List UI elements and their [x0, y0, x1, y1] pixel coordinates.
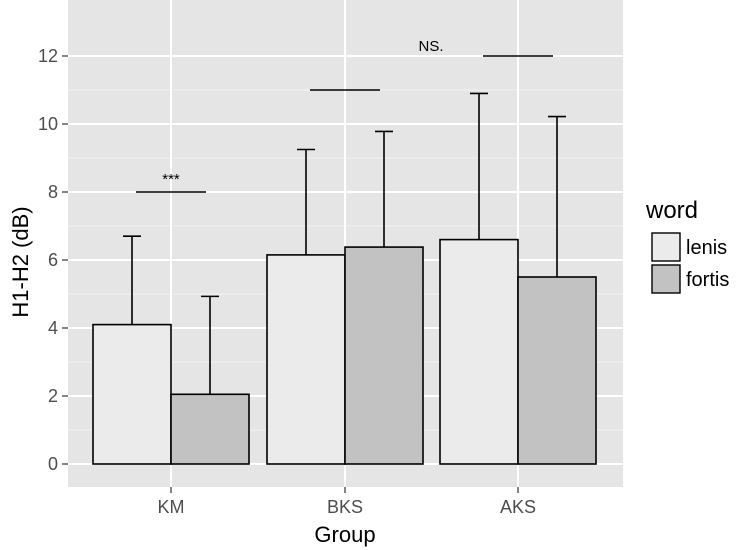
y-tick-label: 4: [48, 318, 58, 338]
bar-lenis-AKS: [439, 238, 519, 465]
bar-lenis-KM: [92, 323, 172, 465]
significance-label: NS.: [418, 38, 443, 55]
x-tick-label: KM: [158, 497, 185, 517]
significance-label: ***: [162, 171, 180, 188]
bar-fortis-AKS: [517, 276, 597, 465]
x-tick-label: AKS: [500, 497, 536, 517]
legend-label-lenis: lenis: [686, 237, 727, 259]
x-axis-title: Group: [314, 522, 375, 547]
y-axis: 0 2 4 6 8 10 12: [38, 46, 68, 474]
y-tick-label: 10: [38, 114, 58, 134]
legend-key-fortis: [651, 264, 681, 294]
y-tick-label: 8: [48, 182, 58, 202]
y-tick-label: 2: [48, 386, 58, 406]
legend-label-fortis: fortis: [686, 269, 729, 291]
legend: word lenis fortis: [645, 197, 729, 294]
error-bars: [123, 92, 566, 395]
y-tick-label: 12: [38, 46, 58, 66]
bar-fortis-KM: [170, 393, 250, 465]
y-tick-label: 6: [48, 250, 58, 270]
x-tick-label: BKS: [327, 497, 363, 517]
y-tick-label: 0: [48, 454, 58, 474]
bar-lenis-BKS: [266, 254, 346, 465]
y-axis-title: H1-H2 (dB): [8, 206, 33, 317]
annotations: *** NS.: [136, 38, 553, 193]
x-axis: KM BKS AKS: [158, 487, 536, 517]
bar-fortis-BKS: [344, 246, 424, 465]
legend-key-lenis: [651, 232, 681, 262]
legend-title: word: [645, 197, 698, 224]
